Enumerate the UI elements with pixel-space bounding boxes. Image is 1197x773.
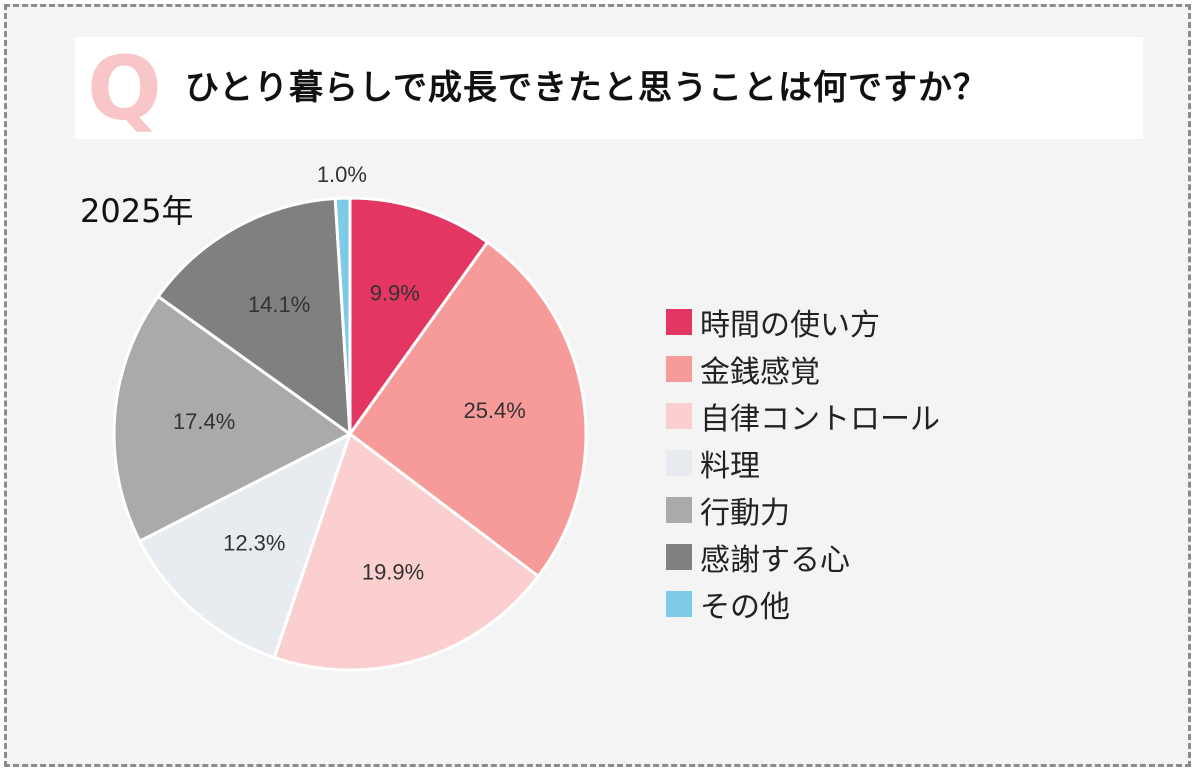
pie-slice <box>272 431 541 672</box>
pie-slice <box>333 196 352 435</box>
legend-label: 行動力 <box>700 495 790 531</box>
slice-value-label: 1.0% <box>317 162 367 187</box>
legend-item: 時間の使い方 <box>666 298 940 345</box>
pie-slice <box>348 196 490 439</box>
pie-slice <box>347 240 588 579</box>
legend: 時間の使い方 金銭感覚自律コントロール 料理行動力感謝する心その他 <box>666 298 940 627</box>
legend-item: 金銭感覚 <box>666 345 940 392</box>
slice-value-label: 14.1% <box>248 292 310 317</box>
slice-value-label: 19.9% <box>362 560 424 585</box>
legend-item: 行動力 <box>666 486 940 533</box>
legend-swatch <box>666 496 692 523</box>
slice-value-label: 9.9% <box>370 281 420 306</box>
slice-value-label: 25.4% <box>463 398 525 423</box>
legend-swatch <box>666 308 692 335</box>
legend-item: その他 <box>666 580 940 627</box>
legend-swatch <box>666 449 692 476</box>
pie-slice <box>112 294 353 544</box>
legend-swatch <box>666 355 692 382</box>
legend-item: 感謝する心 <box>666 533 940 580</box>
pie-slice <box>156 196 352 438</box>
pie-slice <box>137 430 353 660</box>
question-banner: Q ひとり暮らしで成長できたと思うことは何ですか？ <box>75 37 1143 139</box>
legend-item: 料理 <box>666 439 940 486</box>
q-mark-icon: Q <box>87 37 162 140</box>
chart-title: 2025年 <box>80 192 194 230</box>
legend-label: 時間の使い方 <box>700 307 880 343</box>
legend-swatch <box>666 590 692 617</box>
legend-label: 感謝する心 <box>700 542 850 578</box>
legend-swatch <box>666 543 692 570</box>
slice-value-label: 17.4% <box>173 409 235 434</box>
legend-label: 自律コントロール <box>700 401 940 437</box>
slice-value-label: 12.3% <box>223 530 285 555</box>
legend-label: その他 <box>700 589 790 625</box>
legend-swatch <box>666 402 692 429</box>
legend-item: 自律コントロール <box>666 392 940 439</box>
legend-label: 金銭感覚 <box>700 354 820 390</box>
legend-label: 料理 <box>700 448 760 484</box>
question-text: ひとり暮らしで成長できたと思うことは何ですか？ <box>185 68 988 108</box>
